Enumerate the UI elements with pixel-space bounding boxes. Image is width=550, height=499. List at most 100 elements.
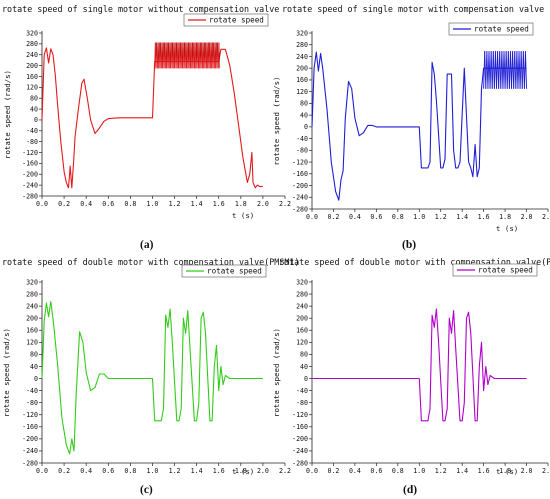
panel-c-y-tick-label: -280 — [22, 459, 38, 467]
panel-d-y-tick-label: -240 — [292, 447, 308, 455]
panel-a-y-tick-label: -240 — [22, 181, 38, 189]
panel-c: rotate speed of double motor with compen… — [2, 257, 300, 496]
panel-c-x-tick-label: 1.8 — [235, 467, 247, 475]
panel-d-x-tick-label: 0.0 — [306, 467, 318, 475]
panel-b-y-tick-label: 80 — [300, 100, 308, 108]
panel-d-panel-label: (d) — [403, 484, 417, 496]
panel-b-x-tick-label: 0.0 — [306, 213, 318, 221]
panel-d-y-tick-label: 0 — [304, 375, 308, 383]
panel-d-y-tick-label: -80 — [296, 399, 308, 407]
panel-a-x-tick-label: 1.4 — [191, 200, 203, 208]
panel-a-x-tick-label: 1.0 — [146, 200, 158, 208]
panel-c-x-tick-label: 1.2 — [169, 467, 181, 475]
panel-d-y-tick-label: 200 — [296, 315, 308, 323]
panel-b-y-tick-label: -160 — [292, 170, 308, 178]
panel-b-x-tick-label: 1.2 — [435, 213, 447, 221]
panel-a-y-tick-label: -280 — [22, 192, 38, 200]
panel-b-x-tick-label: 1.4 — [456, 213, 468, 221]
panel-c-title: rotate speed of double motor with compen… — [2, 257, 300, 267]
panel-b-x-tick-label: 0.6 — [370, 213, 382, 221]
panel-d-legend: rotate speed — [452, 263, 538, 277]
panel-b-x-tick-label: 0.2 — [327, 213, 339, 221]
panel-c-x-tick-label: 1.0 — [146, 467, 158, 475]
panel-d-x-tick-label: 2.2 — [542, 467, 550, 475]
panel-c-panel-label: (c) — [140, 484, 153, 496]
panel-d-x-tick-label: 0.8 — [392, 467, 404, 475]
panel-a-x-tick-label: 0.0 — [36, 200, 48, 208]
panel-c-x-tick-label: 0.4 — [80, 467, 92, 475]
panel-a-legend-box — [183, 13, 269, 27]
panel-a-series-line — [41, 47, 263, 189]
panel-d-y-tick-label: -280 — [292, 459, 308, 467]
panel-a-y-tick-label: 320 — [26, 29, 38, 37]
panel-a-y-axis-label: rotate speed (rad/s) — [3, 70, 12, 159]
panel-d-y-tick-label: 120 — [296, 339, 308, 347]
panel-d-x-tick-label: 0.4 — [349, 467, 361, 475]
panel-a-y-tick-label: -40 — [26, 127, 38, 135]
panel-a-x-tick-label: 0.2 — [58, 200, 70, 208]
panel-a-oscillation-band — [154, 42, 220, 69]
panel-b: rotate speed of single motor with compen… — [272, 4, 550, 251]
panel-c-y-tick-label: 0 — [34, 375, 38, 383]
panel-d-y-tick-label: -160 — [292, 423, 308, 431]
panel-d-y-tick-label: 280 — [296, 290, 308, 298]
panel-d-y-tick-label: 80 — [300, 351, 308, 359]
panel-c-x-axis-label: t (s) — [232, 467, 254, 476]
panel-d-y-tick-label: -40 — [296, 387, 308, 395]
panel-a-x-tick-label: 1.2 — [169, 200, 181, 208]
panel-a-y-tick-label: 200 — [26, 62, 38, 70]
panel-a-y-tick-label: 240 — [26, 51, 38, 59]
panel-d-legend-box — [452, 263, 538, 277]
panel-c-y-tick-label: 160 — [26, 327, 38, 335]
panel-c-y-tick-label: 40 — [30, 363, 38, 371]
panel-d: rotate speed of double motor with compen… — [272, 257, 550, 496]
panel-b-series-line — [311, 51, 527, 201]
panel-a-y-tick-label: 280 — [26, 40, 38, 48]
panel-b-y-axis-label: rotate speed (rad/s) — [272, 77, 281, 166]
panel-b-y-tick-label: 240 — [296, 53, 308, 61]
panel-b-y-tick-label: -40 — [296, 135, 308, 143]
panel-d-series-line — [312, 308, 527, 422]
panel-b-y-tick-label: 320 — [296, 29, 308, 37]
panel-b-x-tick-label: 1.6 — [478, 213, 490, 221]
panel-b-y-tick-label: -200 — [292, 182, 308, 190]
panel-a-panel-label: (a) — [140, 239, 154, 251]
panel-c-x-tick-label: 0.0 — [36, 467, 48, 475]
panel-a-x-tick-label: 0.4 — [80, 200, 92, 208]
panel-a-y-tick-label: 40 — [30, 105, 38, 113]
panel-a-x-tick-label: 2.0 — [257, 200, 269, 208]
panel-b-y-tick-label: 200 — [296, 65, 308, 73]
panel-b-y-tick-label: 160 — [296, 76, 308, 84]
panel-d-x-tick-label: 1.4 — [456, 467, 468, 475]
panel-c-legend-box — [181, 264, 267, 278]
panel-a-y-tick-label: -120 — [22, 149, 38, 157]
panel-c-y-tick-label: -200 — [22, 435, 38, 443]
panel-c-y-tick-label: 80 — [30, 351, 38, 359]
panel-b-x-axis-label: t (s) — [496, 224, 518, 233]
panel-b-x-tick-label: 2.0 — [521, 213, 533, 221]
panel-c-x-tick-label: 1.4 — [191, 467, 203, 475]
panel-d-y-tick-label: 240 — [296, 302, 308, 310]
panel-a-y-tick-label: 120 — [26, 84, 38, 92]
panel-d-x-tick-label: 1.8 — [499, 467, 511, 475]
panel-b-x-tick-label: 1.0 — [413, 213, 425, 221]
panel-d-x-tick-label: 0.6 — [370, 467, 382, 475]
panel-b-legend: rotate speed — [448, 22, 534, 36]
panel-b-title: rotate speed of single motor with compen… — [282, 4, 544, 14]
panel-b-y-tick-label: -240 — [292, 194, 308, 202]
panel-c-y-tick-label: 240 — [26, 302, 38, 310]
panel-b-y-tick-label: 120 — [296, 88, 308, 96]
panel-a-y-tick-label: 0 — [34, 116, 38, 124]
panel-d-y-tick-label: -200 — [292, 435, 308, 443]
panel-c-y-tick-label: -160 — [22, 423, 38, 431]
panel-a-x-tick-label: 2.2 — [279, 200, 291, 208]
panel-b-x-tick-label: 1.8 — [499, 213, 511, 221]
panel-c-y-axis-label: rotate speed (rad/s) — [2, 328, 11, 417]
panel-c-y-tick-label: -240 — [22, 447, 38, 455]
panel-a-y-tick-label: 80 — [30, 95, 38, 103]
panel-c-y-tick-label: 120 — [26, 339, 38, 347]
panel-d-y-tick-label: 320 — [296, 278, 308, 286]
panel-c-x-tick-label: 0.6 — [102, 467, 114, 475]
panel-b-y-tick-label: -80 — [296, 147, 308, 155]
panel-b-x-tick-label: 2.2 — [542, 213, 550, 221]
